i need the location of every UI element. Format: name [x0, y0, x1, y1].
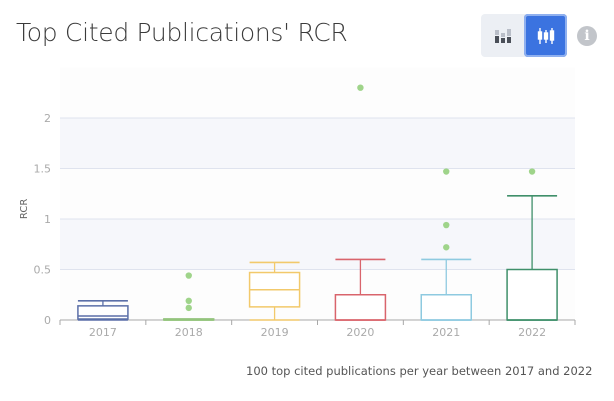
box-plot-chart: 0 0.5 1 1.5 2 RCR 2017 2018 2019 2020 2021 2022 [19, 67, 576, 339]
outlier-point [357, 84, 364, 91]
x-tick-label: 2017 [89, 326, 117, 339]
outlier-point [528, 168, 536, 175]
plot-band [60, 219, 575, 270]
outlier-point [185, 272, 192, 279]
info-icon[interactable]: i [577, 26, 597, 46]
plot-band [60, 67, 575, 118]
outlier-point [185, 304, 192, 312]
plot-band [60, 168, 575, 219]
box-2017 [77, 305, 129, 320]
y-tick-label: 0 [44, 314, 51, 327]
y-tick-label: 0.5 [34, 264, 52, 277]
x-tick-label: 2018 [175, 326, 203, 339]
stacked-bar-icon [494, 28, 511, 43]
box-plot-icon [537, 27, 554, 44]
box-2020 [334, 294, 387, 321]
outlier-point [443, 244, 450, 251]
y-axis-label: RCR [19, 199, 30, 219]
chart-type-toggle [481, 14, 567, 57]
box-2022 [506, 268, 558, 321]
outlier-point [185, 297, 192, 305]
y-tick-label: 1 [44, 213, 51, 226]
y-tick-label: 2 [44, 112, 51, 125]
x-tick-label: 2019 [261, 326, 289, 339]
outlier-point [443, 168, 450, 175]
plot-band [60, 269, 575, 320]
stacked-bar-view-button[interactable] [481, 14, 524, 57]
box-2021 [420, 294, 472, 321]
chart-footnote: 100 top cited publications per year betw… [246, 364, 593, 378]
x-tick-label: 2021 [432, 326, 460, 339]
x-tick-label: 2022 [518, 326, 546, 339]
box-plot-view-button[interactable] [524, 14, 567, 57]
page-title: Top Cited Publications' RCR [16, 18, 348, 47]
x-tick-label: 2020 [346, 326, 374, 339]
plot-band [60, 118, 575, 169]
y-tick-label: 1.5 [34, 163, 52, 176]
outlier-point [443, 221, 450, 229]
